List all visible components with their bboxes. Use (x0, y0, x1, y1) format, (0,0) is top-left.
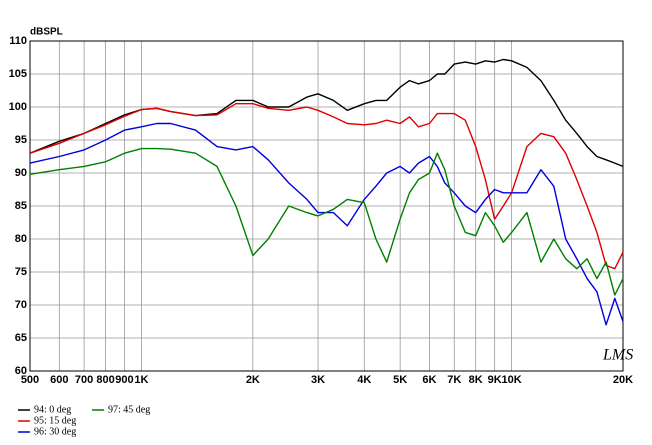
x-tick-label: 9K (488, 374, 502, 386)
x-tick-label: 4K (357, 374, 371, 386)
y-tick-label: 95 (15, 134, 27, 146)
y-tick-label: 65 (15, 332, 27, 344)
y-tick-label: 110 (9, 35, 27, 47)
legend-label: 97: 45 deg (108, 404, 150, 415)
x-tick-label: 8K (469, 374, 483, 386)
series-line (29, 147, 624, 296)
x-tick-label: 1K (134, 374, 148, 386)
x-tick-label: 10K (501, 374, 521, 386)
y-tick-label: 80 (15, 233, 27, 245)
y-tick-label: 100 (9, 101, 27, 113)
x-tick-label: 5K (393, 374, 407, 386)
x-tick-label: 700 (75, 374, 93, 386)
legend-label: 94: 0 deg (34, 404, 71, 415)
annotation: LMS (602, 347, 633, 364)
x-tick-label: 6K (422, 374, 436, 386)
x-tick-label: 900 (115, 374, 133, 386)
y-tick-label: 75 (15, 266, 27, 278)
x-tick-label: 800 (96, 374, 114, 386)
x-tick-label: 500 (21, 374, 39, 386)
x-tick-label: 2K (246, 374, 260, 386)
y-tick-label: 90 (15, 167, 27, 179)
series-line (29, 122, 624, 326)
y-tick-label: 70 (15, 299, 27, 311)
y-tick-label: 60 (15, 365, 27, 377)
x-tick-label: 600 (50, 374, 68, 386)
y-axis-label: dBSPL (30, 27, 63, 38)
x-tick-label: 20K (613, 374, 633, 386)
series-line (29, 58, 624, 168)
legend-label: 95: 15 deg (34, 415, 76, 426)
y-tick-label: 85 (15, 200, 27, 212)
x-tick-label: 7K (447, 374, 461, 386)
series-line (29, 102, 624, 270)
legend-label: 96: 30 deg (34, 426, 76, 437)
y-tick-label: 105 (9, 68, 27, 80)
x-tick-label: 3K (311, 374, 325, 386)
plot-frame (29, 40, 624, 372)
